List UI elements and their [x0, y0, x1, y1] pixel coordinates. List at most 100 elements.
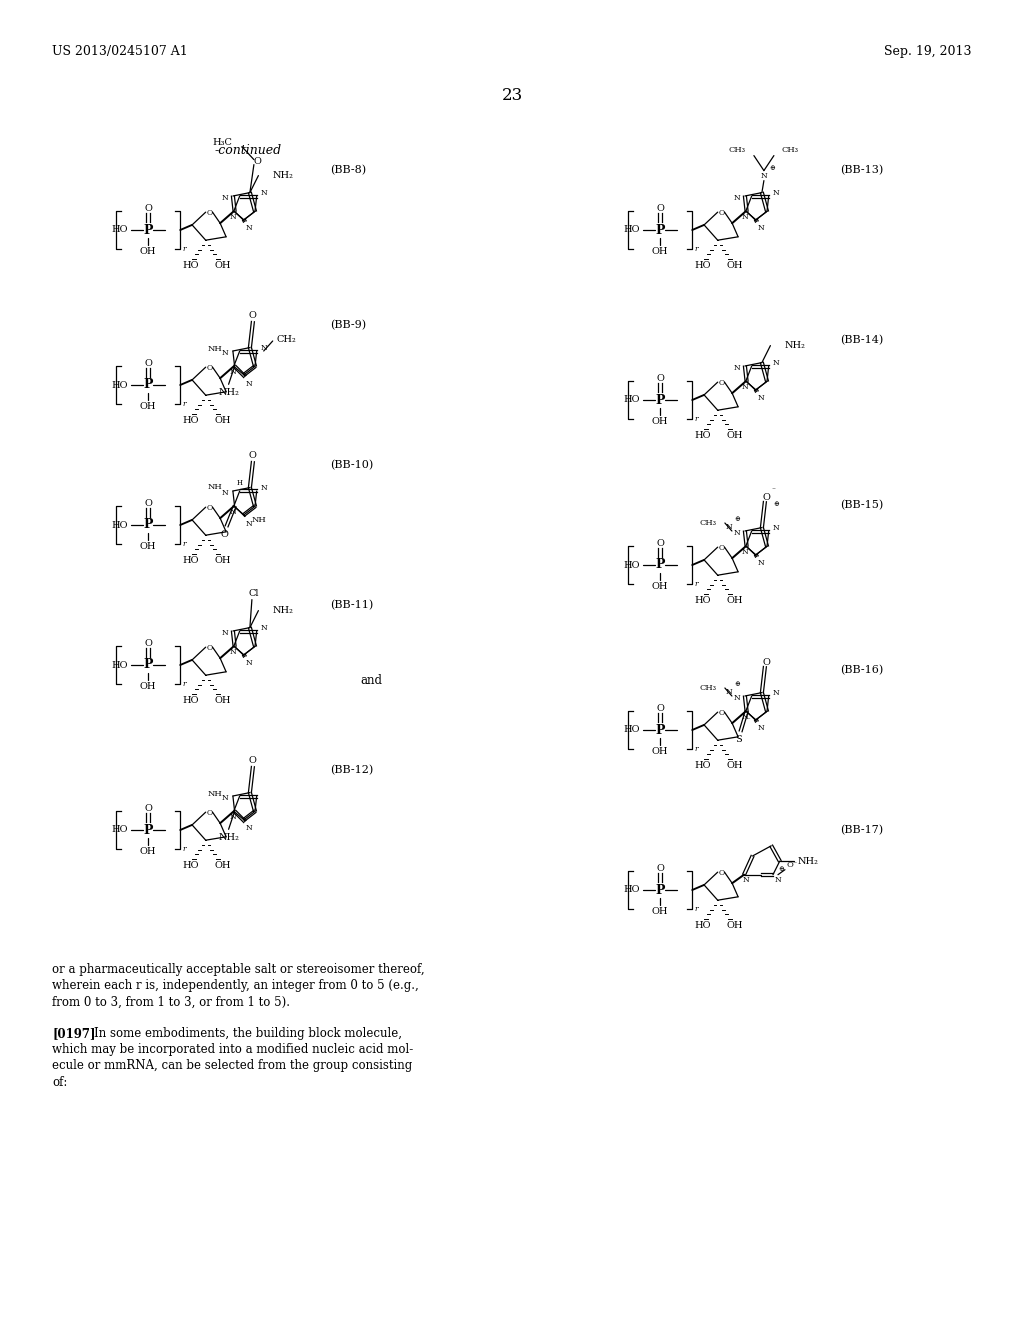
Text: HO: HO	[623, 561, 640, 569]
Text: N: N	[229, 508, 237, 516]
Text: OH: OH	[726, 432, 743, 440]
Text: P: P	[143, 824, 153, 837]
Text: O: O	[207, 809, 213, 817]
Text: O: O	[207, 209, 213, 218]
Text: N: N	[733, 194, 740, 202]
Text: ⁻: ⁻	[772, 487, 776, 495]
Text: N: N	[726, 523, 732, 531]
Text: of:: of:	[52, 1076, 68, 1089]
Text: and: and	[360, 673, 382, 686]
Text: O: O	[144, 639, 152, 648]
Text: ecule or mmRNA, can be selected from the group consisting: ecule or mmRNA, can be selected from the…	[52, 1060, 413, 1072]
Text: N: N	[229, 368, 237, 376]
Text: N: N	[772, 689, 779, 697]
Text: OH: OH	[139, 247, 157, 256]
Text: O: O	[656, 865, 664, 874]
Text: P: P	[143, 659, 153, 672]
Text: N: N	[221, 488, 228, 498]
Text: N: N	[772, 524, 779, 532]
Text: O: O	[719, 544, 725, 552]
Text: (BB-11): (BB-11)	[330, 599, 374, 610]
Text: ⊕: ⊕	[734, 680, 739, 688]
Text: (BB-9): (BB-9)	[330, 319, 367, 330]
Text: N: N	[221, 348, 228, 356]
Text: HO: HO	[694, 762, 711, 770]
Text: N: N	[741, 214, 749, 222]
Text: O: O	[144, 205, 152, 214]
Text: NH₂: NH₂	[272, 172, 293, 180]
Text: N: N	[741, 713, 749, 721]
Text: r: r	[694, 414, 698, 422]
Text: r: r	[694, 244, 698, 252]
Text: NH: NH	[208, 345, 222, 352]
Text: or a pharmaceutically acceptable salt or stereoisomer thereof,: or a pharmaceutically acceptable salt or…	[52, 964, 425, 977]
Text: N: N	[221, 194, 228, 202]
Text: HO: HO	[182, 261, 199, 271]
Text: CH₃: CH₃	[782, 145, 799, 153]
Text: O⁻: O⁻	[787, 861, 798, 869]
Text: r: r	[182, 244, 186, 252]
Text: HO: HO	[111, 226, 128, 235]
Text: OH: OH	[214, 556, 231, 565]
Text: CH₃: CH₃	[699, 519, 717, 527]
Text: r: r	[694, 744, 698, 752]
Text: N: N	[246, 520, 252, 528]
Text: O: O	[207, 644, 213, 652]
Text: N: N	[229, 214, 237, 222]
Text: HO: HO	[111, 825, 128, 834]
Text: HO: HO	[182, 861, 199, 870]
Text: HO: HO	[182, 416, 199, 425]
Text: (BB-13): (BB-13)	[840, 165, 884, 176]
Text: O: O	[763, 659, 771, 667]
Text: -continued: -continued	[215, 144, 283, 157]
Text: CH₂: CH₂	[276, 334, 297, 343]
Text: N: N	[246, 660, 252, 668]
Text: from 0 to 3, from 1 to 3, or from 1 to 5).: from 0 to 3, from 1 to 3, or from 1 to 5…	[52, 995, 290, 1008]
Text: OH: OH	[139, 541, 157, 550]
Text: HO: HO	[623, 226, 640, 235]
Text: (BB-10): (BB-10)	[330, 459, 374, 470]
Text: O: O	[144, 804, 152, 813]
Text: N: N	[221, 630, 228, 638]
Text: N: N	[758, 725, 764, 733]
Text: (BB-12): (BB-12)	[330, 764, 374, 775]
Text: OH: OH	[726, 597, 743, 605]
Text: OH: OH	[214, 696, 231, 705]
Text: OH: OH	[139, 681, 157, 690]
Text: O: O	[656, 205, 664, 214]
Text: O: O	[207, 364, 213, 372]
Text: N: N	[246, 825, 252, 833]
Text: OH: OH	[214, 861, 231, 870]
Text: N: N	[742, 875, 750, 883]
Text: r: r	[182, 540, 186, 548]
Text: HO: HO	[111, 380, 128, 389]
Text: O: O	[249, 756, 257, 766]
Text: ⁻: ⁻	[746, 717, 751, 725]
Text: NH: NH	[208, 789, 222, 799]
Text: O: O	[656, 540, 664, 548]
Text: O: O	[220, 529, 228, 539]
Text: CH₃: CH₃	[729, 145, 745, 153]
Text: OH: OH	[726, 921, 743, 931]
Text: (BB-8): (BB-8)	[330, 165, 367, 176]
Text: O: O	[719, 709, 725, 717]
Text: N: N	[733, 364, 740, 372]
Text: O: O	[249, 312, 257, 321]
Text: OH: OH	[726, 261, 743, 271]
Text: N: N	[260, 345, 267, 352]
Text: HO: HO	[111, 660, 128, 669]
Text: N: N	[761, 172, 767, 180]
Text: ⊕: ⊕	[769, 164, 775, 172]
Text: HO: HO	[694, 432, 711, 440]
Text: (BB-16): (BB-16)	[840, 665, 884, 675]
Text: O: O	[207, 504, 213, 512]
Text: N: N	[246, 224, 252, 232]
Text: Sep. 19, 2013: Sep. 19, 2013	[885, 45, 972, 58]
Text: HO: HO	[623, 886, 640, 895]
Text: P: P	[143, 519, 153, 532]
Text: P: P	[655, 393, 665, 407]
Text: r: r	[182, 400, 186, 408]
Text: OH: OH	[139, 846, 157, 855]
Text: P: P	[143, 379, 153, 392]
Text: wherein each r is, independently, an integer from 0 to 5 (e.g.,: wherein each r is, independently, an int…	[52, 979, 419, 993]
